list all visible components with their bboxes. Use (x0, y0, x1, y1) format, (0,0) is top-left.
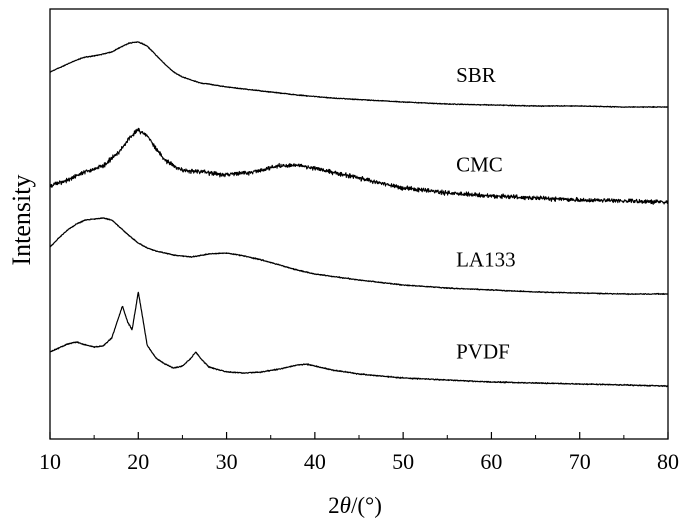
plot-frame (49, 8, 669, 440)
x-axis-label: 2θ/(°) (328, 493, 382, 518)
x-axis-label-suffix: /(°) (351, 493, 382, 518)
series-label-la133: LA133 (456, 247, 515, 271)
x-tick-label: 80 (657, 449, 679, 474)
series-labels: SBR CMC LA133 PVDF (456, 63, 515, 363)
x-tick-label: 60 (480, 449, 502, 474)
series-layer (49, 41, 669, 388)
x-tick-label: 20 (127, 449, 149, 474)
y-axis-label: Intensity (7, 175, 36, 266)
x-axis-label-italic: θ (340, 493, 351, 518)
x-ticks: 10 20 30 40 50 60 70 80 (39, 432, 679, 474)
x-tick-label: 10 (39, 449, 61, 474)
x-tick-label: 50 (392, 449, 414, 474)
x-tick-label: 70 (569, 449, 591, 474)
series-line-cmc (49, 127, 669, 205)
series-label-cmc: CMC (456, 153, 503, 177)
series-label-pvdf: PVDF (456, 339, 510, 363)
series-label-sbr: SBR (456, 63, 496, 87)
series-line-sbr (49, 41, 669, 109)
series-line-la133 (49, 217, 669, 296)
axes (49, 8, 669, 440)
x-axis-label-prefix: 2 (328, 493, 340, 518)
series-line-pvdf (49, 291, 669, 388)
x-tick-label: 30 (216, 449, 238, 474)
x-tick-label: 40 (304, 449, 326, 474)
